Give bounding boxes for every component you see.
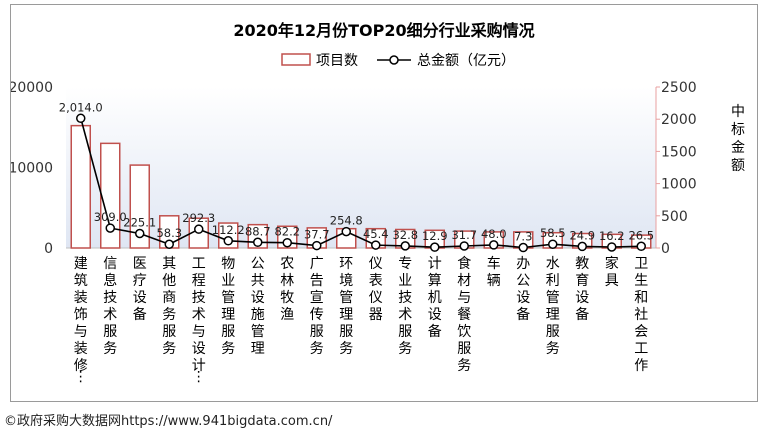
- amount-label-13: 12.9: [422, 229, 448, 243]
- amount-point-10: [341, 226, 351, 237]
- y-right-tick-label: 1000: [661, 177, 697, 193]
- category-label-12: 专业技术服务: [398, 256, 412, 357]
- category-label-15: 车辆: [487, 255, 501, 289]
- category-labels: 建筑装饰与装修⋮ 信息技术服务 医疗设备 其他商务服务 工程技术与设计⋮ 物业管理服务 公共…: [74, 255, 649, 385]
- amount-point-3: [135, 228, 145, 239]
- bar-3: [129, 164, 150, 249]
- amount-point-1: [76, 113, 86, 124]
- amount-point-19: [607, 242, 617, 252]
- amount-label-9: 37.7: [304, 228, 330, 242]
- category-label-5: 工程技术与设计⋮: [192, 256, 206, 385]
- y-right-tick-label: 500: [661, 209, 688, 225]
- category-label-11: 仪表仪器: [369, 256, 383, 323]
- amount-label-3: 225.1: [123, 216, 156, 230]
- category-label-4: 其他商务服务: [162, 256, 176, 357]
- y-right-tick-label: 0: [661, 241, 670, 257]
- amount-line: [80, 118, 642, 249]
- amount-label-4: 58.3: [156, 226, 182, 240]
- y-right-title: 中标金额: [731, 104, 745, 174]
- amount-label-15: 48.0: [481, 227, 507, 241]
- amount-label-19: 16.2: [599, 229, 625, 243]
- bar-2: [100, 142, 121, 249]
- amount-point-12: [400, 241, 410, 251]
- amount-point-17: [548, 239, 558, 249]
- source-credit: ©政府采购大数据网https://www.941bigdata.com.cn/: [4, 414, 333, 429]
- amount-label-8: 82.2: [274, 225, 300, 239]
- category-label-6: 物业管理服务: [221, 256, 235, 357]
- y-right-tick-label: 2000: [661, 112, 697, 128]
- amount-label-17: 58.5: [540, 226, 566, 240]
- amount-point-9: [312, 240, 322, 251]
- amount-label-20: 26.5: [628, 228, 654, 242]
- category-label-17: 水利管理服务: [546, 256, 560, 357]
- amount-point-14: [459, 241, 469, 251]
- amount-point-4: [164, 239, 174, 249]
- amount-point-13: [430, 242, 440, 252]
- amount-label-7: 88.7: [245, 224, 271, 238]
- category-label-20: 卫生和社会工作: [634, 256, 648, 374]
- category-label-7: 公共设施管理: [251, 256, 265, 357]
- category-label-13: 计算机设备: [428, 256, 442, 340]
- amount-label-6: 112.2: [212, 223, 245, 237]
- amount-point-15: [489, 240, 499, 250]
- category-label-8: 农林牧渔: [280, 256, 294, 323]
- category-label-18: 教育设备: [575, 256, 589, 323]
- amount-point-5: [194, 224, 204, 234]
- y-left-tick-label: 10000: [11, 161, 53, 177]
- amount-label-16: 7.3: [514, 230, 532, 244]
- amount-label-11: 45.4: [363, 227, 389, 241]
- category-label-9: 广告宣传服务: [310, 256, 324, 357]
- category-label-1: 建筑装饰与装修⋮: [74, 256, 88, 385]
- amount-label-14: 31.7: [451, 228, 477, 242]
- amount-label-18: 24.9: [569, 228, 595, 242]
- amount-point-6: [223, 236, 233, 246]
- amount-label-12: 32.8: [392, 228, 418, 242]
- amount-point-11: [371, 240, 381, 250]
- y-right-axis-title: 中标金额: [731, 104, 745, 174]
- legend-line-marker: [389, 55, 399, 65]
- chart-frame: 2020年12月份TOP20细分行业采购情况 项目数 总金额（亿元） 0 1000…: [10, 4, 758, 402]
- amount-point-8: [282, 237, 292, 248]
- category-label-3: 医疗设备: [133, 256, 147, 323]
- y-right-tick-label: 2500: [661, 80, 697, 96]
- amount-label-5: 292.3: [182, 211, 215, 225]
- y-left-tick-label: 20000: [11, 80, 53, 96]
- amount-label-1: 2,014.0: [59, 100, 103, 114]
- y-right-tick-label: 1500: [661, 144, 697, 160]
- amount-point-2: [105, 223, 115, 233]
- amount-label-10: 254.8: [330, 214, 363, 228]
- line-series: [76, 113, 646, 253]
- amount-point-18: [577, 241, 587, 252]
- legend: 项目数 总金额（亿元）: [281, 53, 515, 69]
- amount-point-16: [518, 242, 528, 253]
- y-left-tick-label: 0: [44, 241, 53, 257]
- legend-bar-swatch: [281, 53, 311, 66]
- category-label-2: 信息技术服务: [103, 256, 117, 357]
- amount-point-7: [253, 237, 263, 248]
- amount-point-20: [636, 241, 646, 252]
- bar-1: [70, 124, 91, 249]
- chart-canvas: 2020年12月份TOP20细分行业采购情况 项目数 总金额（亿元） 0 1000…: [11, 21, 745, 385]
- category-label-16: 办公设备: [516, 256, 530, 323]
- chart-title: 2020年12月份TOP20细分行业采购情况: [233, 21, 534, 40]
- category-label-10: 环境管理服务: [339, 256, 353, 357]
- legend-line-label: 总金额（亿元）: [417, 53, 515, 69]
- category-label-14: 食材与餐饮服务: [457, 255, 471, 374]
- amount-label-2: 309.0: [94, 210, 127, 224]
- axes: 0 10000 20000 0 500 1000 1500 2000 2500: [11, 80, 697, 257]
- legend-bar-label: 项目数: [316, 53, 358, 69]
- category-label-19: 家具: [605, 255, 619, 289]
